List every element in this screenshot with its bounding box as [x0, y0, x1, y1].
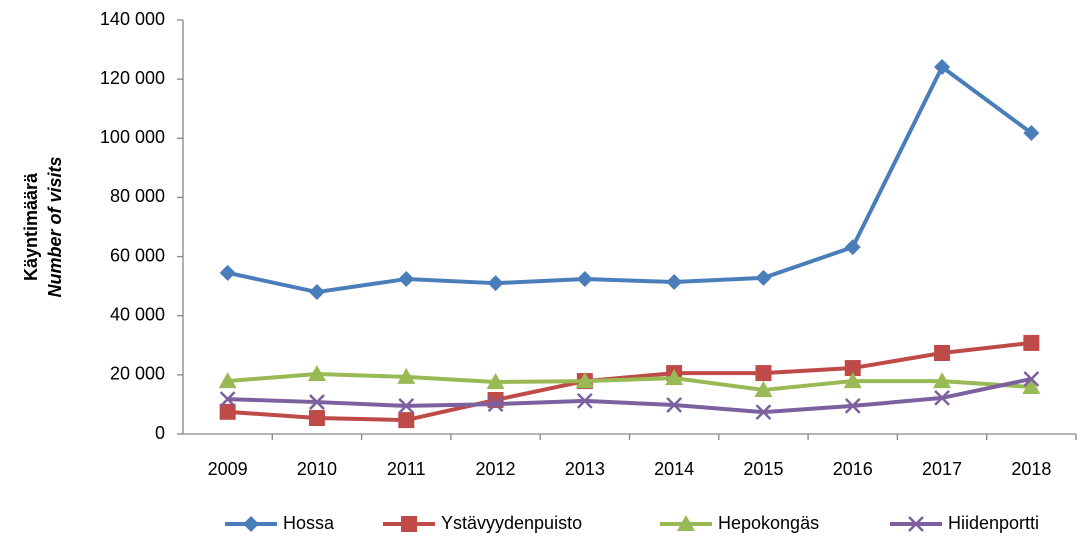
- series-marker: [398, 271, 415, 288]
- series-line: [227, 371, 1032, 392]
- x-tick-label: 2014: [654, 459, 694, 479]
- x-tick-label: 2015: [743, 459, 783, 479]
- x-tick-label: 2009: [208, 459, 248, 479]
- y-axis-label: Käyntimäärä: [21, 172, 41, 281]
- series-marker: [754, 380, 773, 397]
- y-tick-label: 80 000: [110, 186, 165, 206]
- x-tick-label: 2017: [922, 459, 962, 479]
- series-line: [227, 377, 1032, 415]
- y-tick-label: 120 000: [100, 68, 165, 88]
- series-marker: [219, 391, 236, 407]
- series-marker: [575, 372, 594, 389]
- y-tick-label: 0: [155, 423, 165, 443]
- series-marker: [844, 239, 861, 256]
- y-tick-label: 100 000: [100, 127, 165, 147]
- series-marker: [934, 344, 951, 361]
- series-marker: [308, 410, 325, 427]
- series-marker: [576, 271, 593, 288]
- series-marker: [487, 396, 504, 413]
- series-marker: [665, 369, 684, 386]
- series-marker: [398, 398, 415, 414]
- series-marker: [933, 372, 952, 389]
- series-marker: [666, 274, 683, 291]
- series-marker: [219, 403, 236, 420]
- y-axis-label: Number of visits: [45, 156, 65, 297]
- y-tick-label: 140 000: [100, 9, 165, 29]
- legend-label: Ystävyydenpuisto: [441, 513, 582, 533]
- series-marker: [218, 372, 237, 389]
- y-tick-label: 20 000: [110, 364, 165, 384]
- series-marker: [1023, 124, 1040, 141]
- series-marker: [397, 367, 416, 384]
- legend-marker: [908, 516, 924, 532]
- series-marker: [843, 372, 862, 389]
- series-marker: [755, 365, 772, 382]
- legend-label: Hiidenportti: [948, 513, 1039, 533]
- series-marker: [844, 360, 861, 377]
- series-marker: [309, 394, 325, 410]
- series-marker: [1022, 377, 1041, 394]
- series-marker: [844, 398, 861, 414]
- y-tick-label: 40 000: [110, 304, 165, 324]
- x-tick-label: 2011: [387, 459, 426, 479]
- x-tick-label: 2010: [297, 459, 337, 479]
- series-marker: [1023, 371, 1040, 387]
- series-marker: [219, 264, 236, 281]
- x-tick-label: 2013: [565, 459, 605, 479]
- x-tick-label: 2012: [476, 459, 516, 479]
- series-marker: [934, 59, 951, 76]
- series-line: [227, 340, 1032, 423]
- series-marker: [486, 372, 505, 389]
- series-marker: [755, 404, 772, 421]
- x-tick-label: 2016: [833, 459, 873, 479]
- series-marker: [1023, 334, 1040, 351]
- legend-marker: [677, 515, 695, 531]
- series-marker: [308, 284, 325, 301]
- legend-label: Hepokongäs: [718, 513, 819, 533]
- legend-marker: [401, 516, 417, 532]
- series-marker: [934, 390, 950, 406]
- series-marker: [487, 275, 504, 292]
- series-marker: [307, 364, 326, 381]
- series-marker: [398, 412, 415, 429]
- legend-label: Hossa: [283, 513, 335, 533]
- y-tick-label: 60 000: [110, 245, 165, 265]
- series-marker: [576, 392, 593, 409]
- legend-marker: [243, 516, 259, 532]
- series-marker: [666, 397, 683, 413]
- x-tick-label: 2018: [1011, 459, 1051, 479]
- series-line: [227, 65, 1033, 295]
- series-marker: [755, 269, 772, 286]
